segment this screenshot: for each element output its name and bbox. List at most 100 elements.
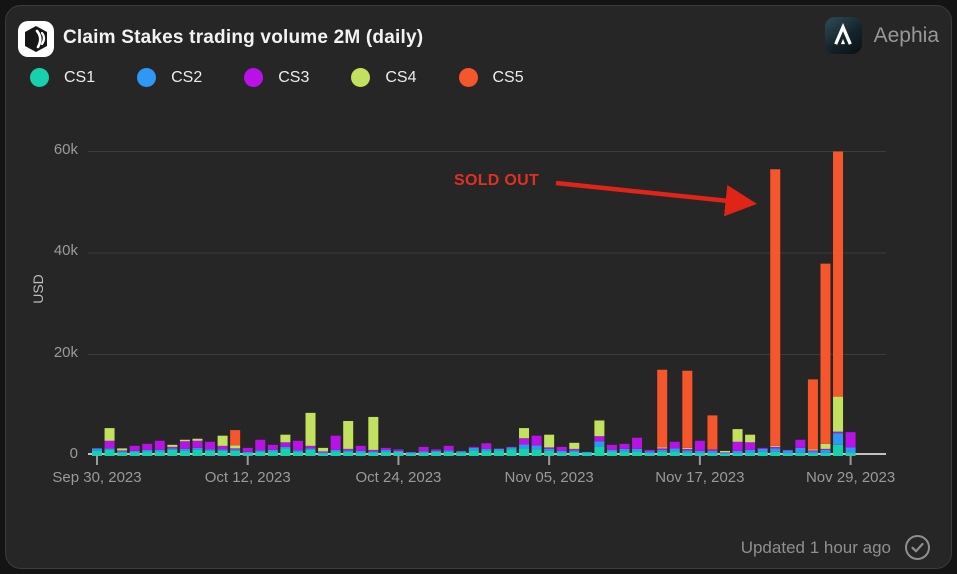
bar-segment-cs1 bbox=[343, 451, 354, 456]
bar-segment-cs3 bbox=[770, 446, 781, 449]
bar-segment-cs1 bbox=[594, 446, 605, 456]
legend-item-cs4[interactable]: CS4 bbox=[351, 68, 417, 87]
bar-segment-cs1 bbox=[694, 452, 705, 456]
bar-segment-cs1 bbox=[142, 451, 153, 456]
bar-segment-cs4 bbox=[217, 435, 228, 446]
bar-segment-cs3 bbox=[318, 451, 329, 453]
bar-segment-cs3 bbox=[154, 440, 165, 450]
bar-segment-cs5 bbox=[682, 370, 693, 448]
bar-segment-cs2 bbox=[179, 448, 190, 451]
bar-segment-cs2 bbox=[355, 450, 366, 453]
aephia-logo-icon bbox=[824, 17, 862, 54]
bar-segment-cs2 bbox=[280, 446, 291, 449]
bar-segment-cs2 bbox=[569, 450, 580, 452]
legend-item-cs2[interactable]: CS2 bbox=[137, 68, 202, 87]
bar-segment-cs2 bbox=[619, 448, 630, 452]
bar-segment-cs2 bbox=[431, 450, 442, 452]
bar-segment-cs3 bbox=[594, 436, 605, 442]
bar-segment-cs2 bbox=[833, 433, 844, 445]
bar-segment-cs4 bbox=[519, 428, 530, 439]
legend-item-cs1[interactable]: CS1 bbox=[30, 68, 95, 87]
bar-segment-cs3 bbox=[493, 448, 504, 449]
bar-segment-cs2 bbox=[795, 447, 806, 453]
bar-segment-cs2 bbox=[732, 450, 743, 454]
bar-segment-cs3 bbox=[657, 448, 668, 450]
bar-segment-cs3 bbox=[255, 439, 266, 451]
bar-segment-cs2 bbox=[368, 451, 379, 453]
bar-segment-cs2 bbox=[707, 450, 718, 453]
bar-segment-cs1 bbox=[845, 452, 856, 456]
bar-segment-cs1 bbox=[456, 452, 467, 456]
bar-segment-cs4 bbox=[368, 416, 379, 450]
bar-segment-cs3 bbox=[217, 445, 228, 450]
bar-segment-cs3 bbox=[280, 442, 291, 447]
bar-segment-cs3 bbox=[292, 440, 303, 451]
bar-segment-cs3 bbox=[406, 451, 416, 453]
bar-segment-cs4 bbox=[280, 434, 291, 443]
legend-item-cs5[interactable]: CS5 bbox=[458, 68, 524, 87]
legend-item-cs3[interactable]: CS3 bbox=[244, 68, 309, 87]
bar-segment-cs1 bbox=[644, 452, 655, 456]
bar-segment-cs1 bbox=[255, 451, 266, 456]
bar-segment-cs3 bbox=[431, 449, 442, 451]
bar-segment-cs4 bbox=[192, 438, 203, 441]
bar-segment-cs1 bbox=[217, 450, 228, 457]
update-status: Updated 1 hour ago bbox=[741, 534, 931, 561]
bar-segment-cs2 bbox=[531, 445, 542, 450]
bar-segment-cs1 bbox=[192, 449, 203, 456]
bar-segment-cs5 bbox=[657, 369, 668, 448]
legend-label: CS5 bbox=[492, 68, 524, 86]
bar-segment-cs2 bbox=[92, 448, 102, 451]
bar-segment-cs1 bbox=[544, 450, 555, 457]
bar-segment-cs1 bbox=[531, 449, 542, 456]
bar-segment-cs4 bbox=[720, 450, 730, 453]
bar-segment-cs3 bbox=[807, 450, 818, 452]
legend-swatch-icon bbox=[30, 68, 49, 87]
updated-text: Updated 1 hour ago bbox=[740, 537, 891, 557]
bar-segment-cs3 bbox=[230, 448, 241, 450]
bar-segment-cs1 bbox=[720, 453, 730, 456]
bar-segment-cs3 bbox=[481, 443, 492, 449]
bar-segment-cs1 bbox=[745, 452, 756, 456]
bar-segment-cs2 bbox=[104, 448, 115, 450]
bar-segment-cs2 bbox=[456, 451, 467, 453]
bar-segment-cs2 bbox=[267, 449, 278, 452]
bar-segment-cs3 bbox=[117, 450, 128, 452]
bar-segment-cs2 bbox=[330, 449, 341, 452]
bar-segment-cs2 bbox=[142, 449, 153, 452]
bar-segment-cs1 bbox=[493, 450, 504, 456]
bar-segment-cs2 bbox=[443, 450, 454, 452]
y-tick-label: 20k bbox=[53, 343, 78, 361]
legend-swatch-icon bbox=[351, 68, 371, 87]
bar-segment-cs3 bbox=[531, 435, 542, 446]
bar-segment-cs2 bbox=[657, 449, 668, 452]
bar-segment-cs2 bbox=[242, 451, 253, 453]
bar-segment-cs3 bbox=[544, 447, 555, 449]
bar-segment-cs4 bbox=[833, 396, 844, 432]
bar-segment-cs2 bbox=[255, 450, 266, 452]
legend-label: CS2 bbox=[171, 68, 203, 86]
bar-segment-cs2 bbox=[468, 447, 479, 451]
bar-segment-cs3 bbox=[343, 448, 354, 451]
bar-segment-cs3 bbox=[745, 442, 756, 450]
bar-segment-cs2 bbox=[154, 449, 165, 452]
page-title: Claim Stakes trading volume 2M (daily) bbox=[63, 27, 424, 48]
bar-segment-cs2 bbox=[117, 451, 128, 453]
bar-segment-cs3 bbox=[393, 449, 404, 451]
bar-segment-cs3 bbox=[104, 440, 115, 449]
bar-segment-cs2 bbox=[519, 444, 530, 449]
bar-segment-cs3 bbox=[619, 443, 630, 449]
bar-segment-cs2 bbox=[343, 450, 354, 452]
bar-segment-cs1 bbox=[757, 451, 768, 456]
bar-segment-cs1 bbox=[406, 453, 416, 456]
bar-segment-cs2 bbox=[782, 450, 793, 454]
bar-segment-cs2 bbox=[694, 450, 705, 453]
bar-segment-cs2 bbox=[669, 448, 680, 452]
bar-segment-cs1 bbox=[519, 448, 530, 456]
bar-segment-cs2 bbox=[770, 448, 781, 452]
y-tick-label: 60k bbox=[53, 140, 78, 158]
y-tick-label: 40k bbox=[53, 242, 78, 259]
bar-segment-cs3 bbox=[820, 448, 831, 450]
bar-segment-cs1 bbox=[418, 452, 429, 456]
